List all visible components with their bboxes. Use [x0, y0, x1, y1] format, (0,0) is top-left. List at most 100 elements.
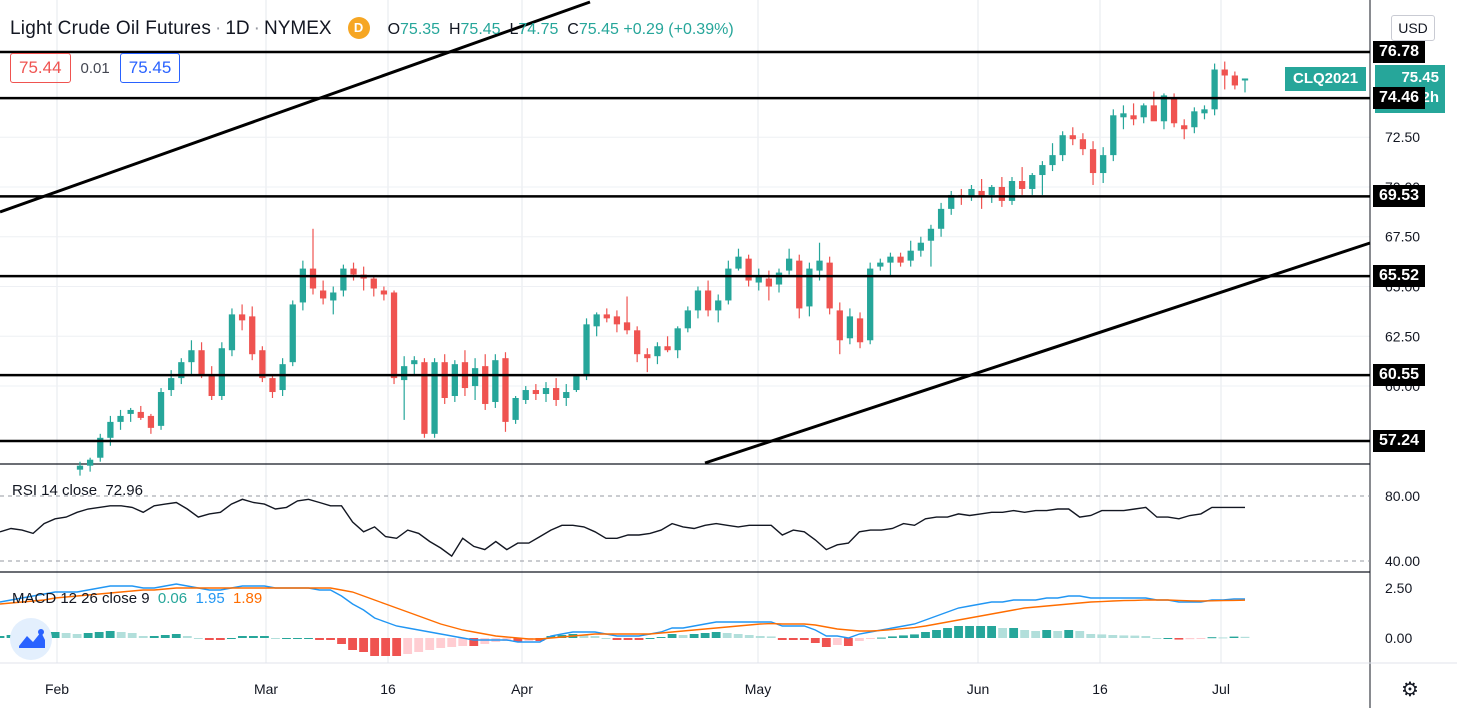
upper-trend-line[interactable] [0, 0, 591, 214]
candle [1181, 119, 1188, 140]
candle-body [289, 304, 296, 363]
candle [86, 457, 94, 472]
macd-hist-bar [766, 636, 776, 638]
tradingview-logo[interactable] [10, 618, 52, 660]
macd-hist-bar [61, 633, 71, 638]
macd-hist-bar [226, 638, 236, 639]
candle [1059, 131, 1066, 162]
candle-body [644, 354, 651, 359]
candle-body [856, 318, 864, 343]
macd-hist-bar [777, 638, 787, 640]
candle [1039, 161, 1046, 195]
candle [1120, 105, 1127, 130]
candle [968, 184, 975, 201]
candle-body [1079, 139, 1087, 150]
time-axis-label: 16 [380, 681, 396, 697]
candle-body [421, 362, 428, 434]
candle-body [1029, 175, 1036, 189]
macd-hist-bar [94, 632, 104, 638]
macd-hist-bar [1163, 638, 1173, 639]
horizontal-levels[interactable] [0, 50, 1370, 443]
candle [694, 286, 702, 319]
candle [593, 312, 600, 337]
candle-body [1008, 181, 1016, 201]
candle [664, 336, 671, 353]
macd-hist-bar [193, 638, 203, 639]
buy-button[interactable]: 75.45 [119, 53, 181, 83]
lower-trend-line[interactable] [704, 241, 1371, 465]
candle-body [1110, 115, 1117, 156]
macd-hist-bar [337, 638, 346, 644]
candle-body [249, 316, 256, 355]
symbol-name[interactable]: Light Crude Oil Futures [10, 18, 212, 39]
rsi-legend[interactable]: RSI 14 close 72.96 [12, 482, 143, 499]
macd-hist-bar [711, 632, 721, 638]
macd-hist-bar [436, 638, 446, 648]
candle-body [684, 310, 691, 329]
candle [552, 378, 560, 406]
candle [877, 258, 884, 271]
delay-badge-icon[interactable]: D [347, 17, 370, 39]
candle-body [350, 268, 357, 275]
macd-hist-bar [392, 638, 402, 656]
candle-body [1120, 113, 1127, 118]
macd-hist-bar [171, 634, 181, 638]
candle-body [299, 268, 307, 303]
macd-hist-bar [1229, 636, 1239, 638]
candle [309, 228, 317, 295]
candle [927, 224, 935, 267]
settings-gear-icon[interactable]: ⚙ [1401, 679, 1419, 701]
macd-axis-tick: 2.50 [1385, 580, 1412, 596]
spread-value: 0.01 [80, 59, 110, 77]
currency-button[interactable]: USD [1391, 15, 1435, 41]
candle [411, 356, 418, 377]
candle [684, 306, 691, 333]
candle-body [127, 409, 134, 414]
candle-body [1170, 97, 1178, 124]
candle [218, 342, 225, 400]
candle [1018, 167, 1026, 195]
macd-hist-bar [1086, 634, 1096, 638]
candle-body [319, 290, 327, 299]
candle-body [1049, 155, 1056, 166]
candle [603, 308, 610, 323]
macd-hist-bar [965, 626, 974, 638]
rsi-line [0, 498, 1245, 558]
macd-hist-bar [370, 638, 380, 656]
candle-body [725, 268, 732, 301]
macd-hist-bar [215, 638, 225, 640]
macd-hist-bar [1218, 637, 1228, 639]
candle [715, 294, 722, 323]
interval-label[interactable]: 1D [225, 18, 250, 39]
level-price-tag: 74.46 [1373, 87, 1426, 110]
candle [238, 304, 246, 331]
candle-body [755, 276, 762, 283]
candle-body [117, 415, 124, 422]
macd-legend[interactable]: MACD 12 26 close 9 0.06 1.95 1.89 [12, 590, 263, 607]
candle [117, 409, 124, 430]
candle-body [471, 368, 479, 387]
candle [937, 202, 945, 237]
bid-ask-panel: 75.44 0.01 75.45 [10, 53, 181, 83]
candle-body [238, 314, 246, 321]
candle [725, 260, 732, 305]
macd-value: 1.95 [195, 590, 225, 607]
candle-body [907, 250, 914, 261]
ohlc-values: O75.35 H75.45 L74.75 C75.45 +0.29 (+0.39… [387, 21, 734, 38]
candle [785, 248, 793, 275]
candle [330, 286, 337, 315]
macd-hist-bar [590, 636, 600, 638]
candle-body [1211, 69, 1218, 110]
candle [451, 360, 458, 402]
candle [1049, 143, 1056, 172]
candle [401, 356, 408, 420]
macd-hist-bar [733, 634, 743, 638]
candle-body [512, 397, 519, 420]
candle-body [563, 392, 570, 398]
time-axis-label: Feb [45, 681, 69, 697]
candle [583, 318, 590, 381]
candle [1100, 147, 1107, 183]
time-axis-label: Mar [254, 681, 278, 697]
sell-button[interactable]: 75.44 [10, 53, 71, 83]
